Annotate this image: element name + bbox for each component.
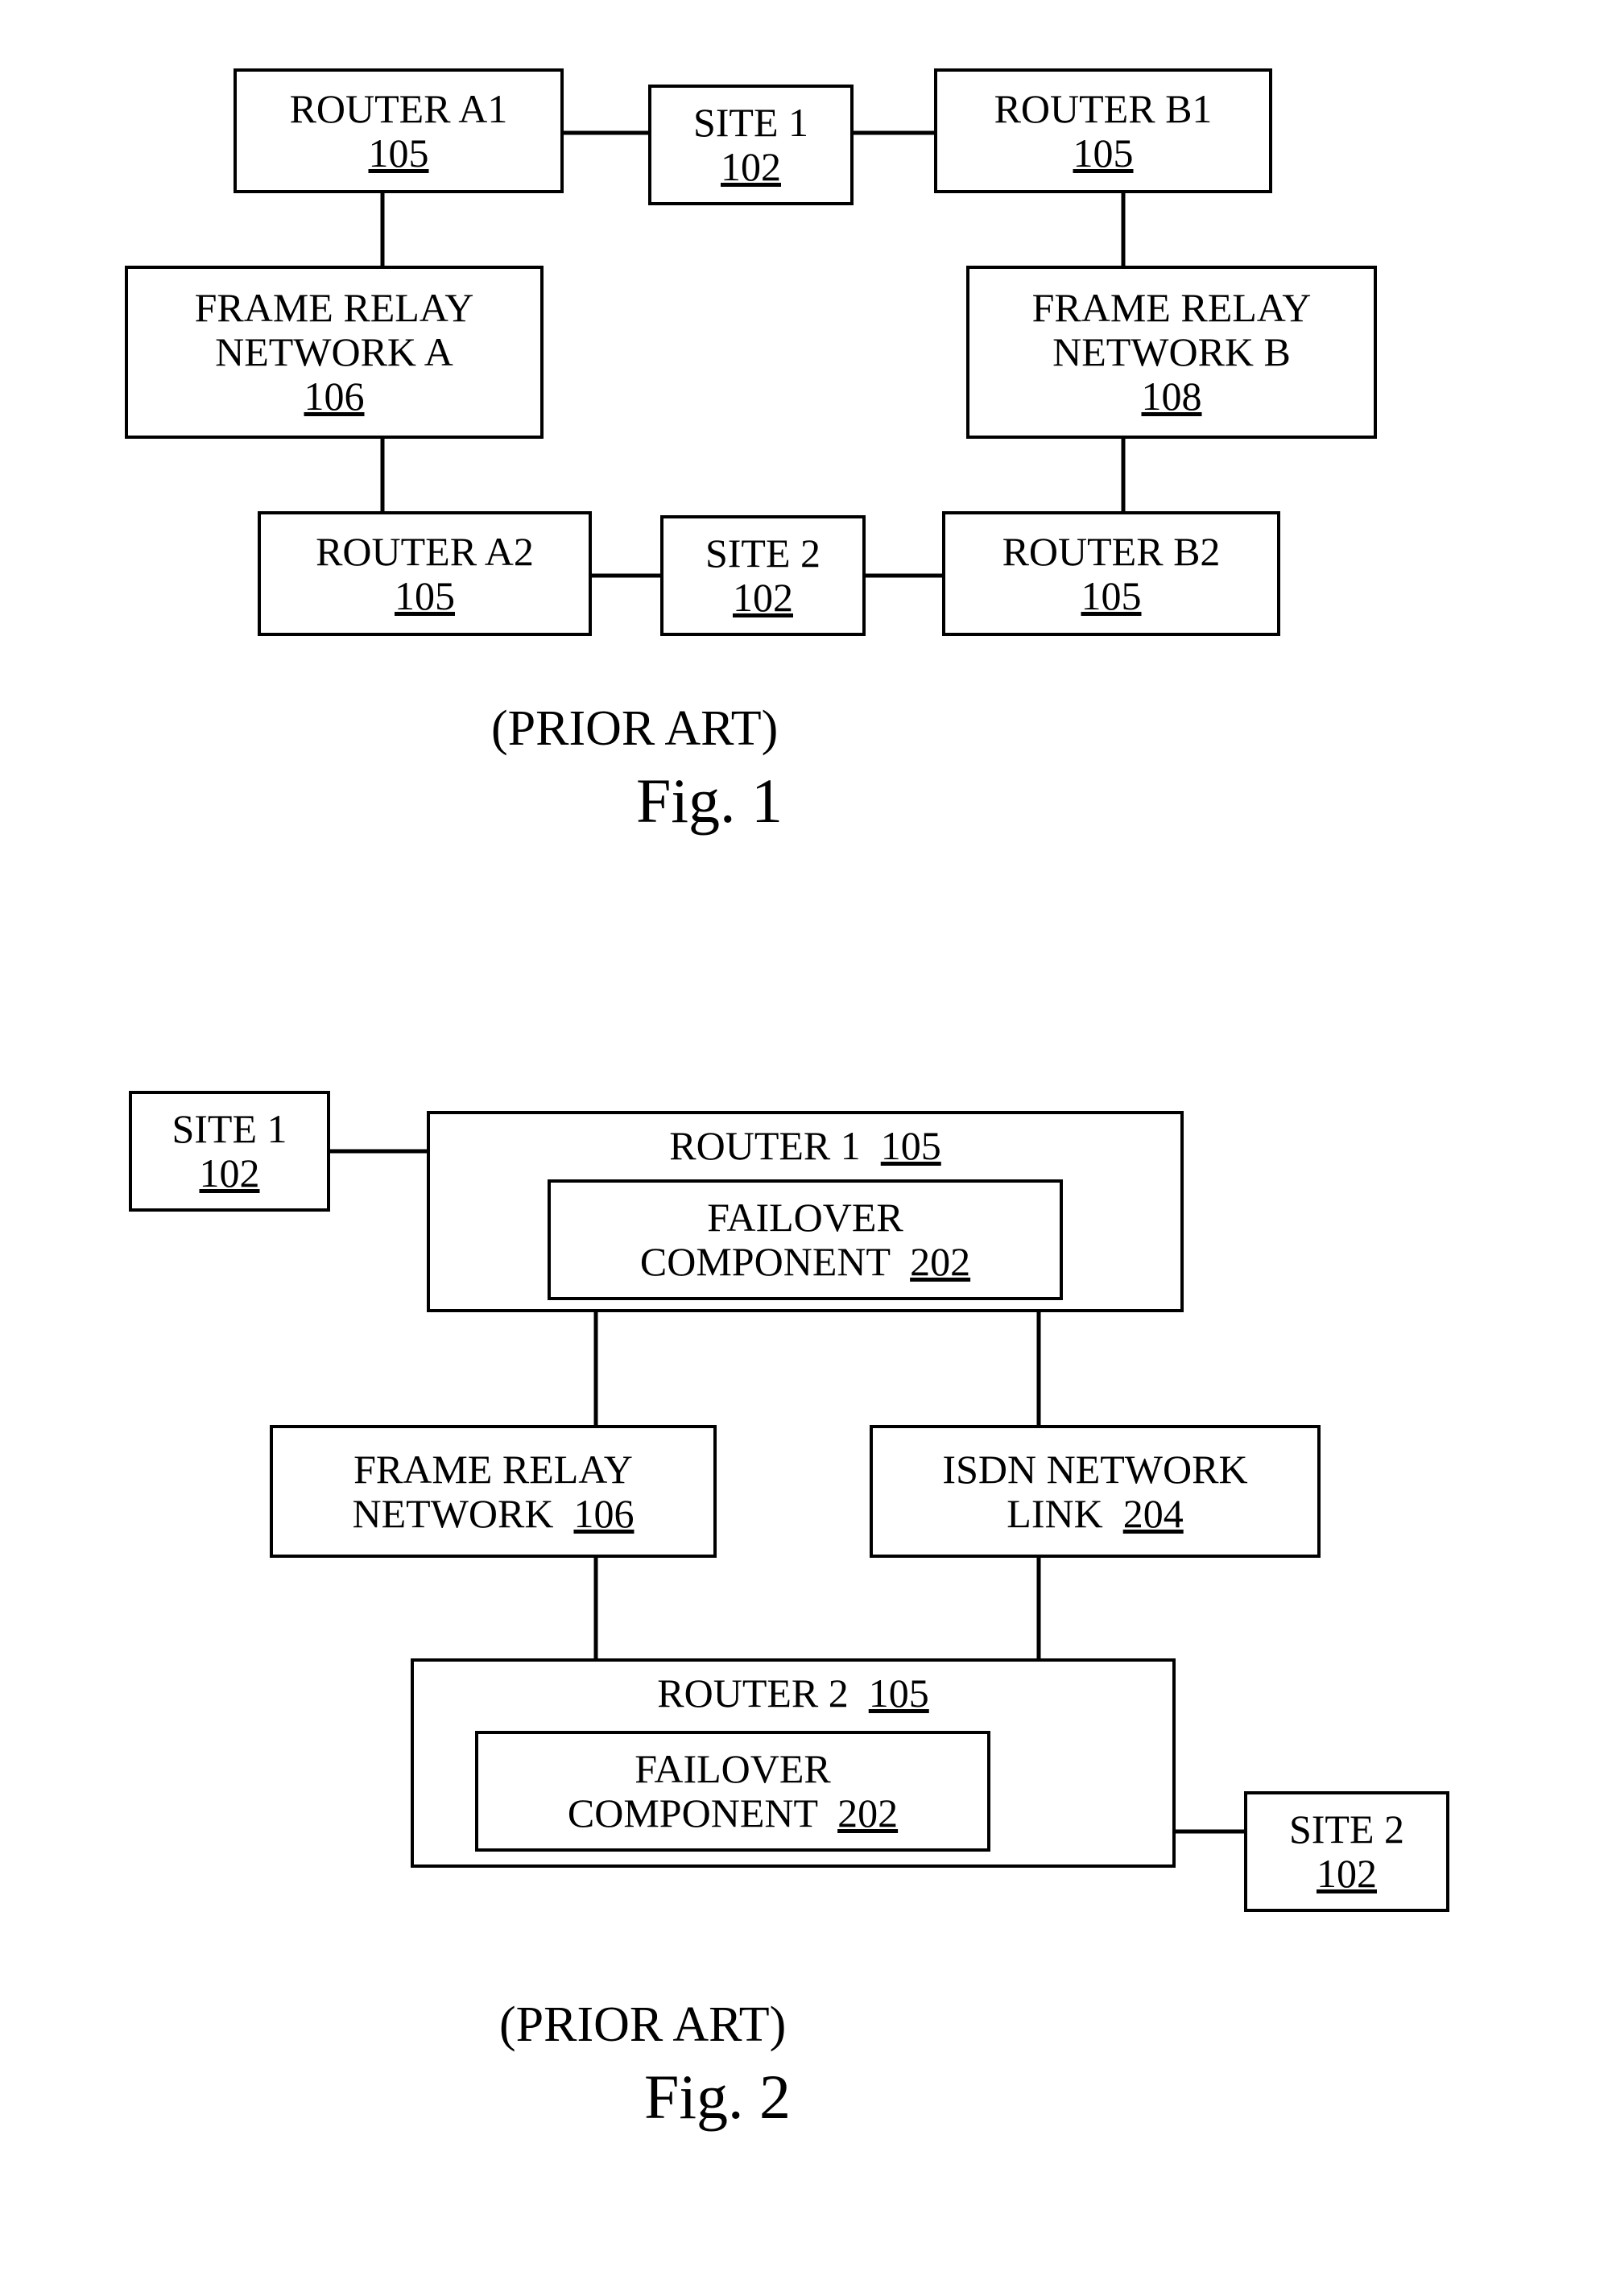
site2-box-fig2: SITE 2 102 xyxy=(1244,1791,1449,1912)
router-b2-title: ROUTER B2 xyxy=(1002,530,1221,574)
router-b2-box: ROUTER B2 105 xyxy=(942,511,1280,636)
router-a1-title: ROUTER A1 xyxy=(290,87,508,131)
frame-relay-box-fig2: FRAME RELAY NETWORK 106 xyxy=(270,1425,717,1558)
site2-ref-fig2: 102 xyxy=(1317,1852,1377,1896)
prior-art-label-fig2: (PRIOR ART) xyxy=(499,1997,786,2054)
router2-ref: 105 xyxy=(869,1670,929,1716)
site1-title-fig1: SITE 1 xyxy=(693,101,808,145)
prior-art-label-fig1: (PRIOR ART) xyxy=(491,700,778,758)
figure-2-label: Fig. 2 xyxy=(644,2061,791,2133)
router2-title-row: ROUTER 2 105 xyxy=(657,1671,929,1716)
site1-box-fig1: SITE 1 102 xyxy=(648,85,854,205)
frn-fig2-line2: NETWORK 106 xyxy=(353,1492,635,1536)
router-b1-box: ROUTER B1 105 xyxy=(934,68,1272,193)
router-b2-ref: 105 xyxy=(1081,574,1142,618)
failover1-box: FAILOVER COMPONENT 202 xyxy=(548,1179,1063,1300)
frn-b-line1: FRAME RELAY xyxy=(1032,286,1312,330)
router-a2-box: ROUTER A2 105 xyxy=(258,511,592,636)
router-a1-ref: 105 xyxy=(369,131,429,176)
router1-title: ROUTER 1 xyxy=(669,1123,861,1168)
site2-box-fig1: SITE 2 102 xyxy=(660,515,866,636)
frame-relay-b-box: FRAME RELAY NETWORK B 108 xyxy=(966,266,1377,439)
frn-b-ref: 108 xyxy=(1142,374,1202,419)
frn-a-line1: FRAME RELAY xyxy=(195,286,474,330)
failover2-box: FAILOVER COMPONENT 202 xyxy=(475,1731,990,1852)
failover1-line1: FAILOVER xyxy=(707,1195,903,1240)
frn-b-line2: NETWORK B xyxy=(1052,330,1291,374)
frame-relay-a-box: FRAME RELAY NETWORK A 106 xyxy=(125,266,544,439)
figure-1-label: Fig. 1 xyxy=(636,765,783,837)
failover1-line2: COMPONENT 202 xyxy=(640,1240,970,1284)
failover2-line2: COMPONENT 202 xyxy=(568,1791,898,1836)
router-a2-title: ROUTER A2 xyxy=(316,530,534,574)
site2-title-fig1: SITE 2 xyxy=(705,531,821,576)
site1-ref-fig1: 102 xyxy=(721,145,781,189)
router-a1-box: ROUTER A1 105 xyxy=(234,68,564,193)
isdn-box: ISDN NETWORK LINK 204 xyxy=(870,1425,1321,1558)
frn-fig2-line1: FRAME RELAY xyxy=(353,1447,633,1492)
frn-a-line2: NETWORK A xyxy=(215,330,453,374)
router2-title: ROUTER 2 xyxy=(657,1670,849,1716)
router1-title-row: ROUTER 1 105 xyxy=(669,1124,941,1168)
isdn-line2: LINK 204 xyxy=(1007,1492,1183,1536)
isdn-line1: ISDN NETWORK xyxy=(942,1447,1247,1492)
site1-box-fig2: SITE 1 102 xyxy=(129,1091,330,1212)
router-b1-ref: 105 xyxy=(1073,131,1134,176)
router-a2-ref: 105 xyxy=(395,574,455,618)
frn-a-ref: 106 xyxy=(304,374,365,419)
site1-ref-fig2: 102 xyxy=(200,1151,260,1195)
router1-ref: 105 xyxy=(881,1123,941,1168)
site2-title-fig2: SITE 2 xyxy=(1289,1807,1404,1852)
failover2-line1: FAILOVER xyxy=(635,1747,831,1791)
router-b1-title: ROUTER B1 xyxy=(994,87,1213,131)
site2-ref-fig1: 102 xyxy=(733,576,793,620)
site1-title-fig2: SITE 1 xyxy=(172,1107,287,1151)
